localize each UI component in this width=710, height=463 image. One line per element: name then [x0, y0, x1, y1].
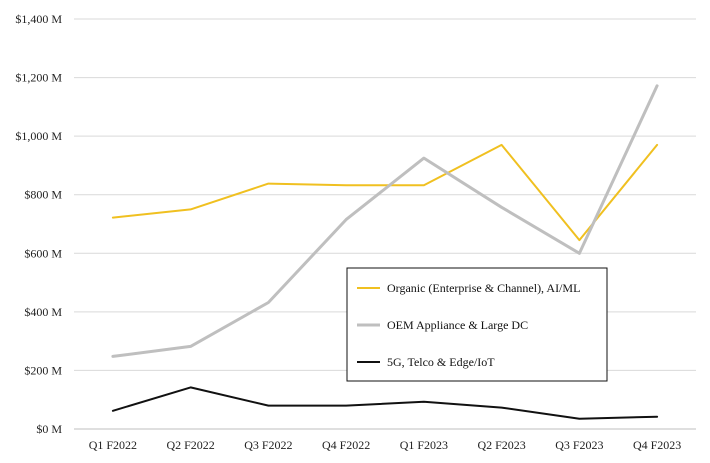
series-lines: [111, 84, 659, 420]
legend-label-2: 5G, Telco & Edge/IoT: [387, 355, 495, 369]
x-tick-label: Q1 F2023: [400, 438, 448, 452]
legend-box: [346, 267, 608, 382]
y-tick-label: $1,000 M: [15, 129, 62, 143]
y-tick-label: $800 M: [24, 188, 62, 202]
y-tick-label: $400 M: [24, 305, 62, 319]
x-tick-label: Q3 F2023: [555, 438, 603, 452]
series-line-2: [111, 386, 659, 420]
y-tick-label: $600 M: [24, 246, 62, 260]
legend-label-1: OEM Appliance & Large DC: [387, 318, 528, 332]
x-tick-label: Q3 F2022: [244, 438, 292, 452]
y-tick-label: $0 M: [36, 422, 62, 436]
series-line-0: [111, 143, 659, 242]
y-tick-label: $1,200 M: [15, 71, 62, 85]
series-line-1: [111, 84, 659, 358]
x-tick-label: Q4 F2023: [633, 438, 681, 452]
x-tick-label: Q4 F2022: [322, 438, 370, 452]
legend-label-0: Organic (Enterprise & Channel), AI/ML: [387, 281, 580, 295]
y-tick-label: $200 M: [24, 363, 62, 377]
x-tick-label: Q1 F2022: [89, 438, 137, 452]
legend: Organic (Enterprise & Channel), AI/ML OEM…: [346, 267, 608, 382]
x-tick-label: Q2 F2023: [477, 438, 525, 452]
x-tick-label: Q2 F2022: [166, 438, 214, 452]
y-tick-label: $1,400 M: [15, 12, 62, 26]
x-axis-tick-labels: Q1 F2022 Q2 F2022 Q3 F2022 Q4 F2022 Q1 F2023…: [89, 438, 682, 452]
y-axis-tick-labels: $0 M $200 M $400 M $600 M $800 M $1,000 M $1,2…: [15, 12, 62, 436]
